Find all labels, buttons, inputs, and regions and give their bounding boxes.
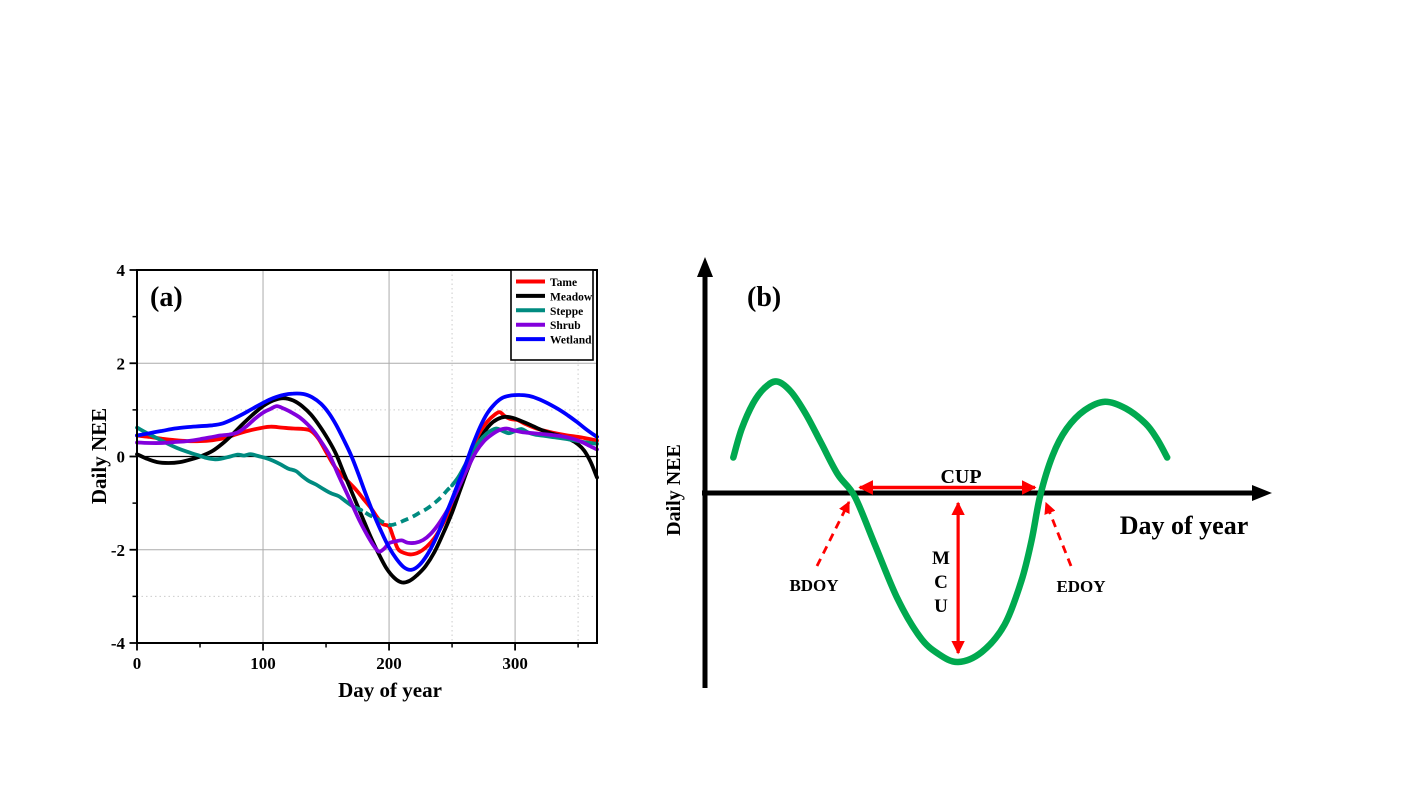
edoy-label: EDOY <box>1056 577 1105 596</box>
y-tick-label-0: 0 <box>117 448 126 467</box>
series-line-steppe-1 <box>135 425 364 512</box>
legend-label-shrub: Shrub <box>550 320 581 332</box>
panel-a-label: (a) <box>150 282 183 313</box>
mcu-letter-c: C <box>934 572 948 593</box>
mcu-letter-m: M <box>932 548 950 569</box>
series-line-wetland <box>135 391 599 572</box>
legend-label-wetland: Wetland <box>550 335 592 347</box>
y-tick-label--4: -4 <box>111 634 126 653</box>
y-tick-label-4: 4 <box>117 261 126 280</box>
edoy-pointer-arrow <box>1044 501 1073 567</box>
x-tick-label-100: 100 <box>250 654 276 673</box>
x-tick-label-0: 0 <box>133 654 142 673</box>
legend-label-steppe: Steppe <box>550 306 583 318</box>
bdoy-label: BDOY <box>789 576 838 595</box>
panel-a-line-chart: 0 100 200 300 4 2 0 -2 -4 Tame Meadow Steppe Shrub W… <box>87 261 599 702</box>
panel-a-x-axis-title: Day of year <box>338 678 442 702</box>
x-tick-label-200: 200 <box>376 654 402 673</box>
panel-b-y-axis-arrowhead <box>697 257 713 277</box>
y-tick-label-2: 2 <box>117 354 126 373</box>
mcu-letter-u: U <box>934 596 948 617</box>
legend-label-tame: Tame <box>550 277 577 289</box>
x-tick-label-300: 300 <box>502 654 528 673</box>
panel-a-y-axis-title: Daily NEE <box>87 408 111 504</box>
series-line-steppe-dashed <box>353 484 454 527</box>
panel-b-y-axis-title: Daily NEE <box>663 444 685 536</box>
panel-b-schematic: (b) Daily NEE Day of year CUP M C U BDOY… <box>663 257 1272 688</box>
panel-b-x-axis-arrowhead <box>1252 485 1272 501</box>
cup-label: CUP <box>940 466 981 488</box>
bdoy-pointer-arrow <box>815 500 851 567</box>
panel-a-series-lines <box>135 391 599 585</box>
series-line-shrub <box>135 404 599 554</box>
panel-a-ticks: 0 100 200 300 4 2 0 -2 -4 <box>111 261 579 673</box>
series-line-meadow <box>135 396 599 585</box>
panel-a-legend: Tame Meadow Steppe Shrub Wetland <box>510 269 594 361</box>
y-tick-label--2: -2 <box>111 541 125 560</box>
panel-b-x-axis-title: Day of year <box>1120 511 1249 540</box>
panel-b-label: (b) <box>747 282 781 313</box>
legend-label-meadow: Meadow <box>550 291 593 303</box>
legend-box <box>510 269 594 361</box>
seasonal-nee-curve <box>730 378 1171 666</box>
